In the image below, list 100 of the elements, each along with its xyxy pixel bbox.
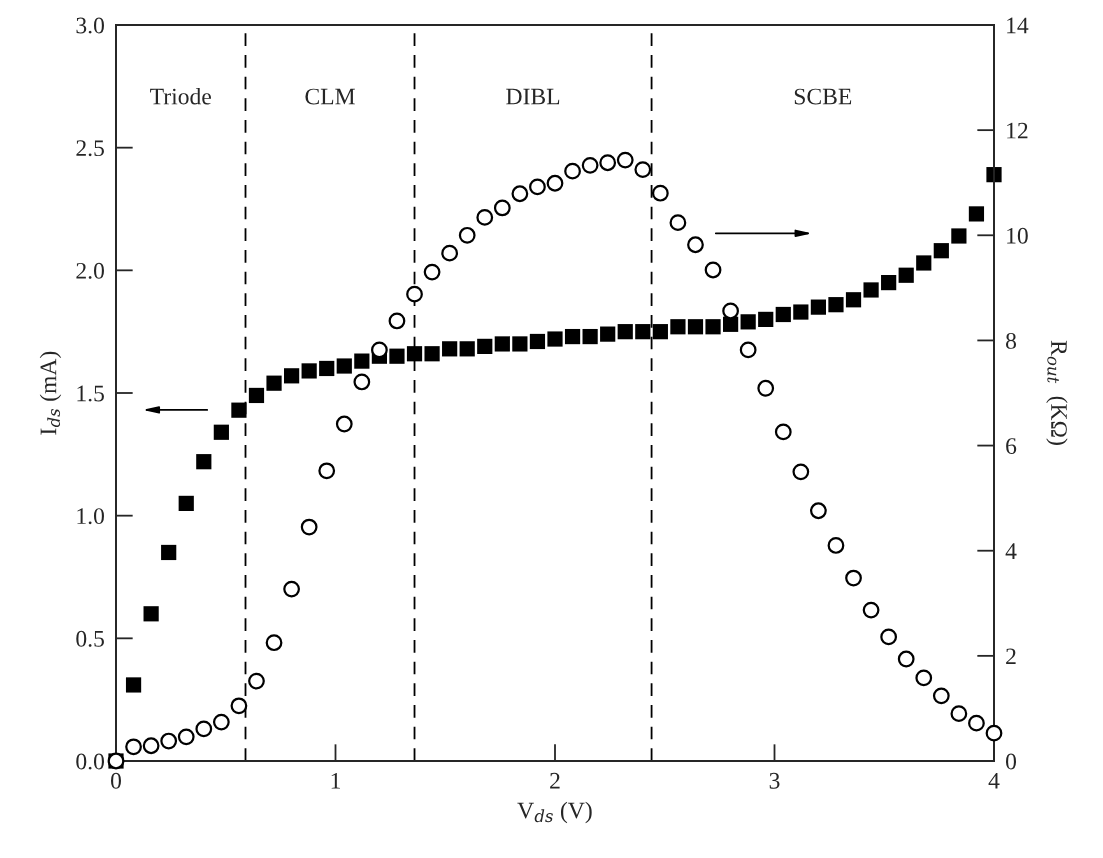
point (546, 174, 564, 192)
y2-tick-label: 2 (1006, 648, 1016, 665)
point (196, 454, 212, 470)
point (722, 316, 739, 332)
point (319, 360, 335, 377)
point (669, 214, 687, 232)
point (424, 346, 440, 362)
point (142, 737, 160, 755)
point (266, 375, 282, 391)
point (406, 285, 423, 303)
x-tick-label: 4 (988, 772, 1000, 789)
point (388, 312, 406, 330)
point (143, 606, 159, 622)
point (634, 161, 652, 178)
y-axis-title: I$_{ds}$ (mA) (39, 351, 62, 435)
annotation: SCBE (794, 88, 852, 105)
point (161, 544, 177, 561)
point (792, 463, 810, 481)
point (248, 672, 265, 690)
y-tick-label: 2.5 (76, 140, 104, 157)
x-tick-label: 2 (550, 772, 560, 789)
y2-tick-label: 8 (1006, 332, 1017, 349)
point (301, 363, 317, 379)
y2-tick-label: 4 (1005, 543, 1017, 559)
point (828, 297, 844, 313)
point (231, 402, 247, 418)
y2-tick-label: 12 (1007, 122, 1028, 139)
point (757, 379, 775, 397)
point (493, 199, 511, 217)
point (968, 714, 985, 732)
point (951, 228, 967, 244)
point (933, 243, 949, 259)
point (353, 373, 371, 391)
point (617, 324, 633, 340)
point (827, 537, 845, 554)
point (125, 677, 142, 693)
point (283, 580, 300, 598)
point (564, 328, 581, 345)
y2-tick-label: 10 (1007, 227, 1028, 244)
point (441, 244, 459, 262)
point (932, 687, 950, 705)
point (916, 255, 932, 271)
point (599, 154, 617, 172)
point (845, 569, 862, 587)
point (704, 261, 722, 279)
point (212, 713, 230, 731)
point (318, 462, 336, 480)
point (458, 226, 476, 244)
point (985, 724, 1003, 742)
annotation: Triode (150, 87, 211, 105)
point (950, 705, 968, 723)
y-tick-label: 1.5 (77, 385, 104, 402)
point (793, 304, 809, 320)
point (968, 206, 985, 222)
y-tick-label: 3.0 (76, 17, 104, 34)
point (581, 156, 599, 174)
y2-tick-label: 14 (1007, 17, 1029, 34)
point (354, 353, 370, 369)
y-tick-label: 1.0 (77, 508, 104, 525)
point (774, 423, 792, 441)
y2-tick-label: 0 (1006, 753, 1017, 770)
point (195, 720, 213, 738)
point (477, 338, 493, 354)
point (739, 341, 757, 359)
point (881, 274, 897, 291)
y-tick-label: 2.0 (76, 262, 104, 279)
point (265, 634, 283, 652)
point (915, 669, 933, 687)
point (986, 167, 1002, 183)
point (845, 292, 862, 308)
point (582, 328, 598, 345)
point (810, 502, 827, 520)
point (529, 333, 546, 350)
point (494, 336, 510, 352)
point (476, 209, 494, 226)
y-tick-label: 0.0 (76, 753, 104, 770)
point (177, 728, 195, 746)
point (300, 518, 318, 536)
point (897, 650, 915, 668)
point (529, 178, 546, 196)
y2-tick-label: 6 (1006, 438, 1017, 454)
point (442, 341, 458, 357)
point (125, 738, 142, 756)
x-axis-title: V$_{ds}$ (V) (517, 801, 592, 824)
y2-axis-title: R$_{out}$ (KΩ) (1046, 340, 1068, 445)
point (178, 495, 194, 512)
x-tick-label: 0 (111, 772, 121, 789)
point (758, 311, 774, 328)
point (863, 282, 879, 298)
y-tick-label: 0.5 (76, 630, 104, 647)
point (651, 184, 669, 202)
point (880, 628, 898, 646)
point (687, 319, 704, 335)
point (335, 415, 353, 433)
annotation: CLM (305, 88, 355, 105)
point (248, 387, 265, 404)
point (722, 302, 739, 320)
point (670, 319, 686, 335)
annotation: DIBL (506, 88, 560, 105)
point (616, 151, 634, 169)
